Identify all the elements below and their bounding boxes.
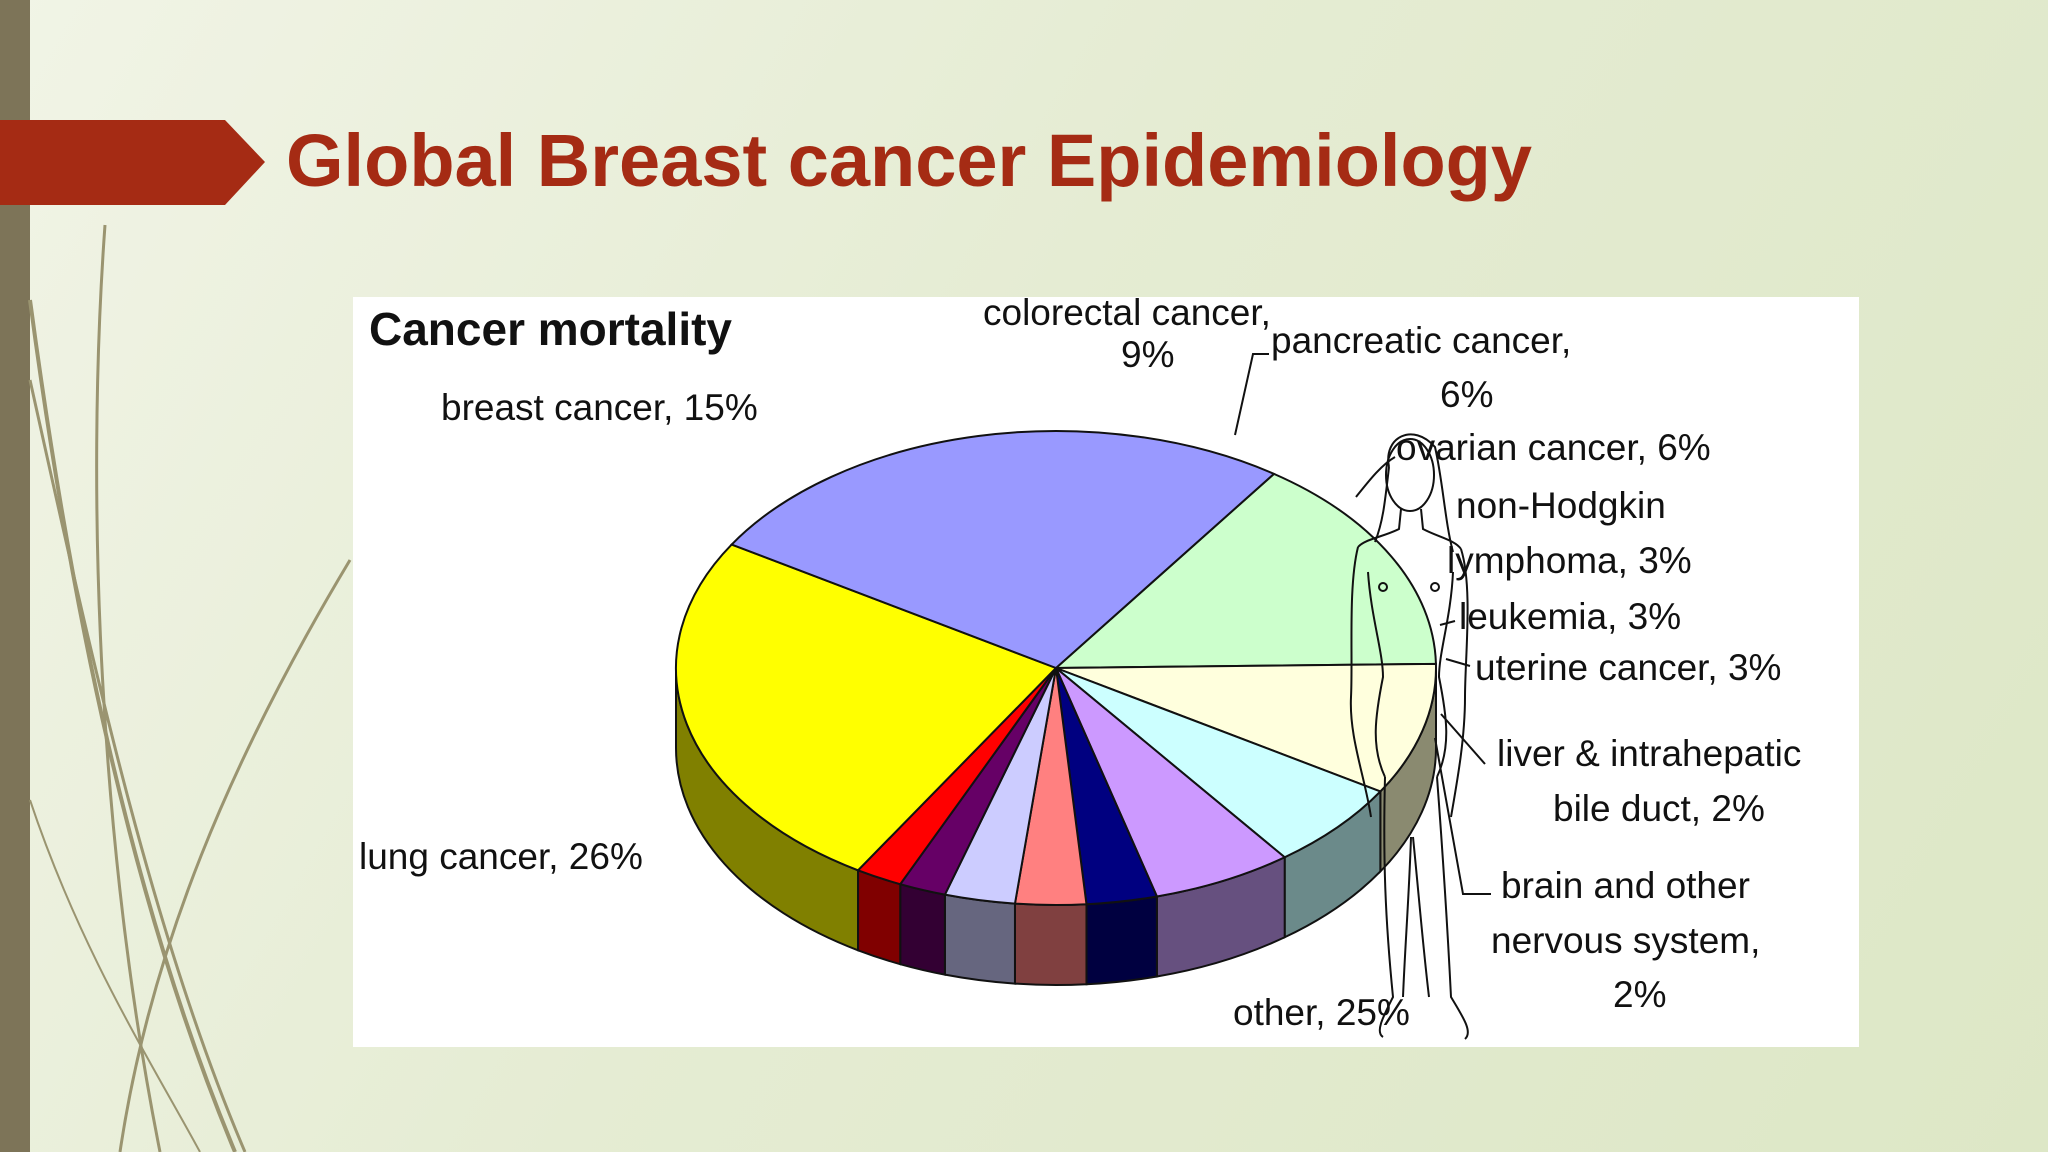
cancer-mortality-pie-chart: Cancer mortality breast cancer, 15% color… xyxy=(359,297,1801,1040)
leader-line-liver xyxy=(1440,713,1486,765)
slice-label-brain: brain and other xyxy=(1501,865,1750,906)
chart-panel: Cancer mortality breast cancer, 15% color… xyxy=(353,297,1859,1047)
slice-label-brain: nervous system, xyxy=(1491,920,1760,961)
pie-tops xyxy=(675,430,1437,906)
slice-label-breast: breast cancer, 15% xyxy=(441,387,758,428)
pie-slice-colorectal xyxy=(1055,662,1437,793)
title-arrow-shape xyxy=(0,120,265,205)
leader-line-brain xyxy=(1434,737,1491,895)
pie-side-brain xyxy=(857,868,902,966)
slice-label-leukemia: leukemia, 3% xyxy=(1459,596,1681,637)
chart-title: Cancer mortality xyxy=(369,303,732,355)
slice-label-nhl: non-Hodgkin xyxy=(1456,485,1666,526)
slice-label-colorectal: colorectal cancer, xyxy=(983,297,1271,333)
pie-slice-other xyxy=(675,543,1058,872)
pie-side-leukemia xyxy=(1013,902,1088,986)
pie-slice-ovarian xyxy=(1055,667,1287,898)
slice-label-liver: liver & intrahepatic xyxy=(1497,733,1801,774)
slice-label-liver: bile duct, 2% xyxy=(1553,788,1765,829)
pie-slice-pancreatic xyxy=(1055,667,1383,859)
leader-line-uterine xyxy=(1445,658,1471,667)
leader-line-leukemia xyxy=(1439,620,1456,626)
pie-slice-lung xyxy=(729,430,1276,670)
slice-label-nhl: lymphoma, 3% xyxy=(1447,540,1692,581)
pie-sides xyxy=(675,667,1437,986)
slice-label-brain: 2% xyxy=(1613,974,1666,1015)
slice-labels: breast cancer, 15% colorectal cancer,9% pa… xyxy=(359,297,1801,1033)
slice-label-pancreatic: 6% xyxy=(1440,374,1493,415)
female-figure-drawing xyxy=(1349,433,1469,1040)
pie-slice-breast xyxy=(1053,472,1437,670)
pie-side-liver xyxy=(899,882,946,976)
slice-label-ovarian: ovarian cancer, 6% xyxy=(1396,427,1711,468)
slice-label-pancreatic: pancreatic cancer, xyxy=(1271,320,1571,361)
slice-label-uterine: uterine cancer, 3% xyxy=(1475,647,1781,688)
slide-title: Global Breast cancer Epidemiology xyxy=(286,119,1533,202)
leader-line-ovarian xyxy=(1355,456,1396,498)
slice-label-lung: lung cancer, 26% xyxy=(359,836,643,877)
leader-line-pancreatic xyxy=(1234,353,1269,436)
slice-label-colorectal: 9% xyxy=(1121,334,1174,375)
leader-lines xyxy=(1234,353,1491,895)
pie-side-uterine xyxy=(943,893,1016,985)
slice-label-other: other, 25% xyxy=(1233,992,1410,1033)
pie-side-nhl xyxy=(1085,895,1158,986)
